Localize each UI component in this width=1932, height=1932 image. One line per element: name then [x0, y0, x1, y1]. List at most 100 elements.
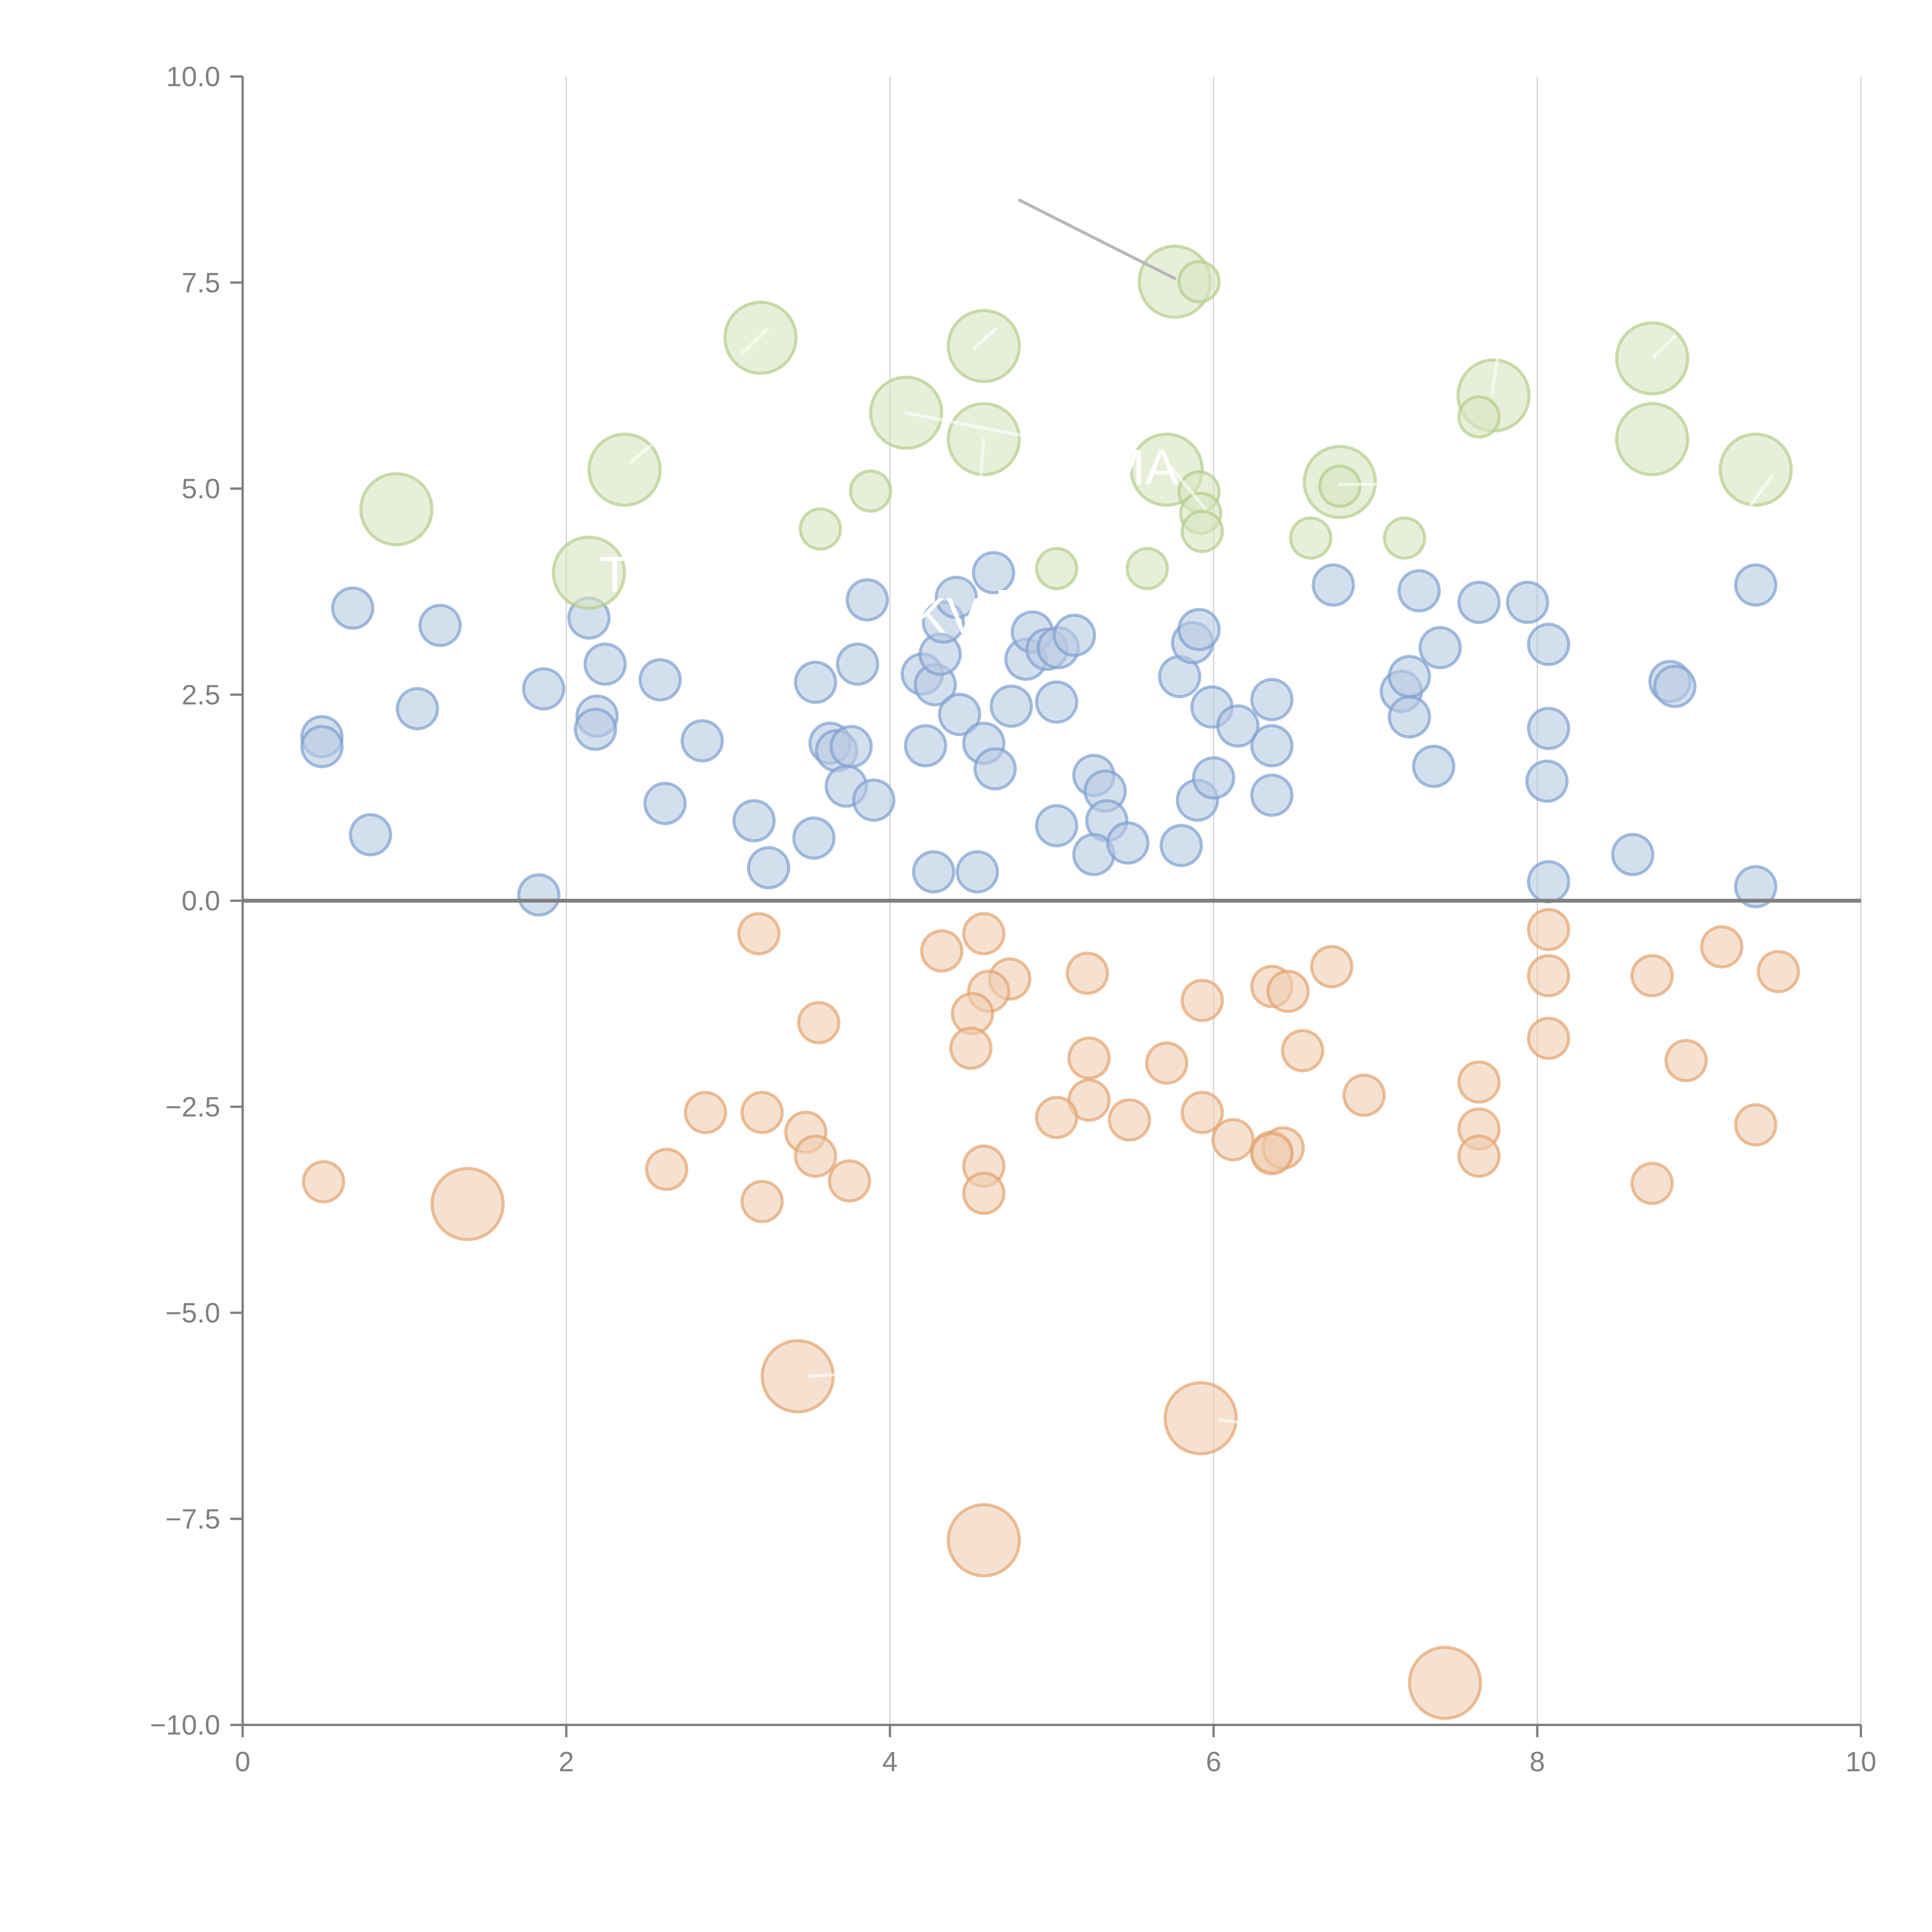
- data-point-orange: [1630, 954, 1674, 998]
- data-point-orange: [1310, 945, 1354, 988]
- data-point-orange: [949, 1026, 993, 1070]
- data-point-blue: [732, 799, 776, 843]
- data-point-green: [1615, 402, 1689, 476]
- data-point-orange: [1527, 908, 1570, 951]
- data-point-blue: [1412, 745, 1456, 788]
- data-point-orange: [1145, 1041, 1189, 1085]
- data-point-green: [552, 536, 626, 610]
- data-point-blue: [852, 778, 896, 822]
- data-point-blue: [1035, 804, 1078, 847]
- overlay-label: T: [600, 546, 630, 602]
- data-point-blue: [1611, 833, 1655, 876]
- data-point-blue: [522, 667, 565, 711]
- data-point-blue: [1250, 724, 1294, 767]
- data-point-blue: [938, 692, 981, 736]
- data-point-green: [799, 507, 842, 551]
- data-point-blue: [349, 813, 392, 857]
- y-tick-label: 7.5: [182, 267, 220, 298]
- white-tick: [1749, 474, 1774, 507]
- data-point-orange: [1066, 951, 1109, 995]
- data-point-blue: [845, 578, 889, 622]
- data-point-orange: [828, 1159, 871, 1203]
- data-point-blue: [1734, 563, 1777, 607]
- data-point-orange: [740, 1180, 784, 1223]
- x-tick-label: 8: [1529, 1747, 1545, 1777]
- data-point-blue: [747, 846, 791, 889]
- white-tick-marks: [629, 328, 1774, 1426]
- data-point-blue: [1250, 773, 1294, 817]
- white-tick: [1218, 1418, 1256, 1426]
- data-point-green: [1457, 395, 1501, 439]
- y-tick-label: 0.0: [182, 886, 220, 917]
- x-tick-label: 10: [1845, 1747, 1876, 1777]
- data-point-orange: [645, 1148, 689, 1191]
- data-point-blue: [1216, 704, 1260, 748]
- data-point-blue: [1734, 865, 1777, 908]
- data-point-orange: [1180, 1091, 1224, 1134]
- data-point-green: [849, 469, 892, 513]
- data-point-orange: [737, 912, 781, 956]
- data-point-blue: [934, 576, 978, 619]
- data-point-blue: [418, 604, 462, 647]
- data-point-blue: [1653, 665, 1697, 708]
- y-tick-label: −7.5: [165, 1504, 220, 1535]
- data-point-blue: [1388, 695, 1431, 739]
- data-point-orange: [1527, 1017, 1570, 1060]
- data-point-blue: [912, 850, 956, 894]
- data-point-green: [1126, 547, 1169, 590]
- x-tick-label: 4: [882, 1747, 898, 1777]
- white-tick: [979, 437, 986, 482]
- data-point-blue: [836, 642, 879, 686]
- y-tick-label: 2.5: [182, 680, 220, 711]
- data-point-orange: [430, 1167, 505, 1241]
- x-tick-label: 6: [1206, 1747, 1221, 1777]
- data-point-orange: [794, 1134, 837, 1178]
- x-tick-label: 0: [235, 1747, 250, 1777]
- y-tick-label: −2.5: [165, 1092, 220, 1122]
- data-point-orange: [1757, 950, 1800, 993]
- data-point-orange: [1527, 954, 1570, 998]
- data-point-blue: [973, 747, 1017, 791]
- data-point-orange: [1266, 969, 1310, 1013]
- data-point-green: [1035, 547, 1078, 590]
- y-tick-label: −10.0: [150, 1710, 220, 1741]
- data-point-orange: [1734, 1103, 1777, 1147]
- white-tick: [739, 328, 769, 356]
- white-tick: [1652, 334, 1677, 359]
- data-point-blue: [396, 687, 439, 731]
- x-tick-label: 2: [559, 1747, 574, 1777]
- data-point-orange: [302, 1160, 345, 1204]
- data-point-blue: [1053, 614, 1096, 657]
- data-point-blue: [1106, 821, 1150, 865]
- data-point-green: [1177, 260, 1221, 304]
- data-point-blue: [517, 873, 561, 917]
- data-point-blue: [1418, 626, 1462, 670]
- data-point-blue: [1527, 622, 1570, 666]
- overlay-label: KV: [913, 587, 980, 644]
- data-point-blue: [1527, 707, 1570, 750]
- data-point-blue: [1192, 756, 1235, 800]
- data-point-green: [1318, 464, 1362, 508]
- overlay-label: P: [995, 579, 1028, 635]
- connector-lines: [1018, 198, 1177, 280]
- data-point-blue: [972, 551, 1015, 595]
- data-point-orange: [1108, 1098, 1151, 1142]
- data-point-orange: [1700, 925, 1743, 969]
- data-point-orange: [962, 1172, 1006, 1215]
- data-point-orange: [1281, 1029, 1325, 1073]
- data-point-orange: [1067, 1036, 1111, 1080]
- connector-line: [1018, 198, 1177, 280]
- data-point-orange: [1211, 1118, 1255, 1162]
- data-points: [300, 245, 1800, 1720]
- data-point-orange: [1250, 1132, 1294, 1175]
- data-point-blue: [1035, 680, 1078, 724]
- data-point-orange: [1664, 1039, 1708, 1082]
- data-point-blue: [331, 586, 374, 630]
- data-point-blue: [1250, 678, 1294, 721]
- y-tick-label: 5.0: [182, 474, 220, 505]
- white-tick: [905, 411, 1021, 437]
- data-point-orange: [947, 1503, 1021, 1578]
- data-point-orange: [962, 912, 1006, 956]
- data-point-orange: [1342, 1073, 1386, 1117]
- white-tick: [629, 444, 652, 464]
